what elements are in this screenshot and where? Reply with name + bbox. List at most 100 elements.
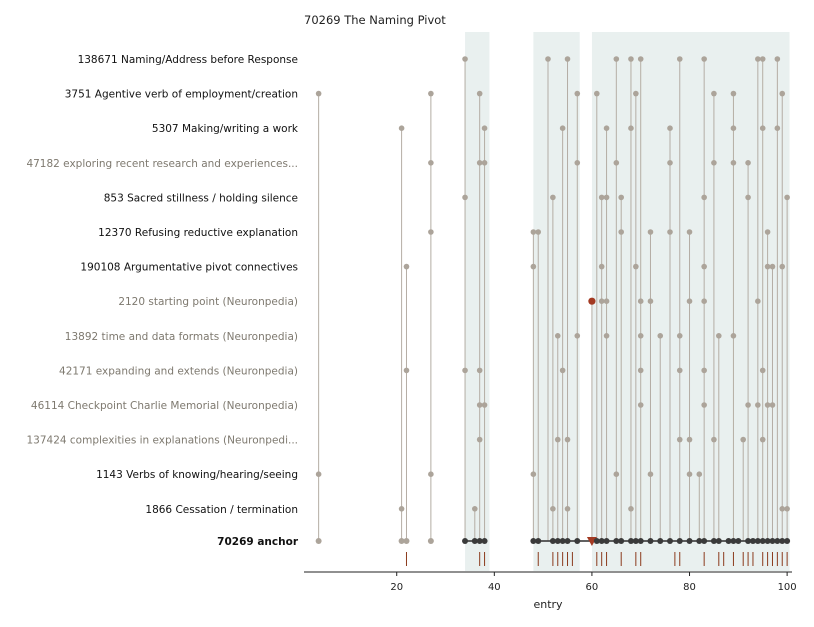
row-42171: 42171 expanding and extends (Neuronpedia… [59, 365, 766, 377]
point-13892-78 [676, 333, 683, 339]
point-42171-83 [701, 367, 707, 374]
point-1866-55 [564, 506, 571, 512]
anchor-point-99 [779, 538, 786, 544]
row-13892: 13892 time and data formats (Neuronpedia… [65, 331, 737, 343]
point-190108-69 [633, 263, 639, 270]
x-tick-label-40: 40 [488, 582, 501, 593]
point-853-52 [550, 194, 556, 201]
anchor-point-85 [710, 538, 717, 544]
point-46114-70 [637, 402, 644, 408]
point-46114-96 [764, 402, 771, 408]
anchor-point-70 [637, 538, 644, 544]
point-46114-92 [745, 402, 751, 408]
point-13892-86 [716, 333, 722, 339]
point-42171-70 [637, 367, 644, 374]
anchor-point-21 [398, 538, 405, 544]
point-12370-72 [647, 229, 654, 235]
point-12370-76 [667, 229, 673, 235]
row-label-1143: 1143 Verbs of knowing/hearing/seeing [96, 469, 298, 481]
row-12370: 12370 Refusing reductive explanation [98, 227, 771, 239]
anchor-point-89 [730, 538, 737, 544]
row-label-190108: 190108 Argumentative pivot connectives [80, 262, 298, 274]
point-1866-99 [779, 506, 786, 512]
point-190108-22 [403, 263, 410, 270]
point-47182-76 [667, 160, 673, 166]
point-2120-80 [686, 298, 693, 305]
point-853-83 [701, 194, 707, 201]
point-5307-98 [774, 125, 781, 131]
anchor-point-95 [759, 538, 766, 544]
row-1143: 1143 Verbs of knowing/hearing/seeing [96, 469, 703, 481]
row-190108: 190108 Argumentative pivot connectives [80, 262, 786, 274]
x-tick-label-20: 20 [390, 582, 403, 593]
point-853-63 [603, 194, 610, 201]
point-138671-68 [628, 56, 634, 62]
point-42171-78 [676, 367, 683, 374]
point-13892-53 [554, 333, 561, 339]
anchor-point-49 [535, 538, 542, 544]
point-5307-54 [559, 125, 566, 131]
anchor-point-78 [676, 538, 683, 544]
point-47182-92 [745, 160, 751, 166]
point-190108-99 [779, 263, 786, 270]
point-42171-54 [559, 367, 566, 374]
point-1866-36 [472, 506, 478, 512]
x-axis-label: entry [533, 598, 563, 611]
point-1143-82 [696, 471, 703, 478]
point-138671-51 [545, 56, 551, 62]
anchor-point-34 [462, 538, 469, 544]
row-label-137424: 137424 complexities in explanations (Neu… [26, 435, 298, 447]
point-3751-27 [428, 90, 434, 97]
point-1143-4 [315, 471, 322, 478]
point-3751-85 [711, 90, 717, 97]
row-label-3751: 3751 Agentive verb of employment/creatio… [65, 89, 298, 101]
anchor-point-22 [403, 538, 410, 544]
point-853-34 [462, 194, 468, 201]
point-2120-83 [701, 298, 707, 305]
point-137424-95 [759, 436, 766, 443]
anchor-point-37 [476, 538, 483, 544]
anchor-point-69 [632, 538, 639, 544]
point-137424-91 [740, 436, 746, 443]
anchor-point-82 [696, 538, 703, 544]
anchor-point-98 [774, 538, 781, 544]
point-137424-53 [554, 436, 561, 443]
anchor-point-92 [745, 538, 752, 544]
point-47182-38 [481, 160, 488, 166]
point-13892-57 [574, 333, 581, 339]
point-47182-27 [428, 160, 434, 166]
point-138671-55 [564, 56, 571, 62]
anchor-point-63 [603, 538, 610, 544]
point-5307-63 [603, 125, 610, 131]
row-853: 853 Sacred stillness / holding silence [104, 192, 790, 204]
shaded-bands [465, 32, 790, 571]
point-137424-37 [476, 436, 483, 443]
point-13892-74 [657, 333, 664, 339]
point-138671-95 [759, 56, 766, 62]
point-190108-83 [701, 263, 707, 270]
point-12370-48 [530, 229, 537, 235]
feature-rows: 138671 Naming/Address before Response 375… [26, 54, 790, 541]
point-3751-69 [633, 90, 639, 97]
anchor-point-74 [657, 538, 664, 544]
anchor-point-90 [735, 538, 742, 544]
point-190108-97 [769, 263, 776, 270]
row-5307: 5307 Making/writing a work [152, 123, 781, 135]
point-1866-52 [550, 506, 556, 512]
point-12370-80 [686, 229, 693, 235]
row-label-47182: 47182 exploring recent research and expe… [26, 158, 298, 170]
point-5307-21 [398, 125, 405, 131]
point-46114-94 [755, 402, 761, 408]
anchor-point-88 [725, 538, 732, 544]
point-47182-37 [476, 160, 483, 166]
point-138671-34 [462, 56, 468, 62]
row-137424: 137424 complexities in explanations (Neu… [26, 435, 766, 447]
anchor-point-55 [564, 538, 571, 544]
anchor-label: 70269 anchor [217, 536, 299, 548]
point-12370-49 [535, 229, 542, 235]
point-42171-37 [476, 367, 483, 374]
point-1866-68 [628, 506, 634, 512]
point-5307-76 [667, 125, 673, 131]
point-2120-94 [755, 298, 761, 305]
